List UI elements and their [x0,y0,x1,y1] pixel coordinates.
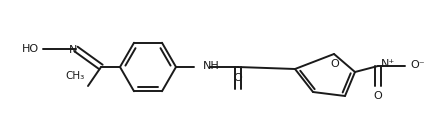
Text: N: N [68,45,77,55]
Text: N⁺: N⁺ [380,59,394,69]
Text: HO: HO [22,44,39,54]
Text: O: O [330,59,339,69]
Text: O⁻: O⁻ [409,60,424,70]
Text: O: O [233,73,242,83]
Text: CH₃: CH₃ [66,71,85,81]
Text: NH: NH [202,61,219,71]
Text: O: O [373,91,381,101]
